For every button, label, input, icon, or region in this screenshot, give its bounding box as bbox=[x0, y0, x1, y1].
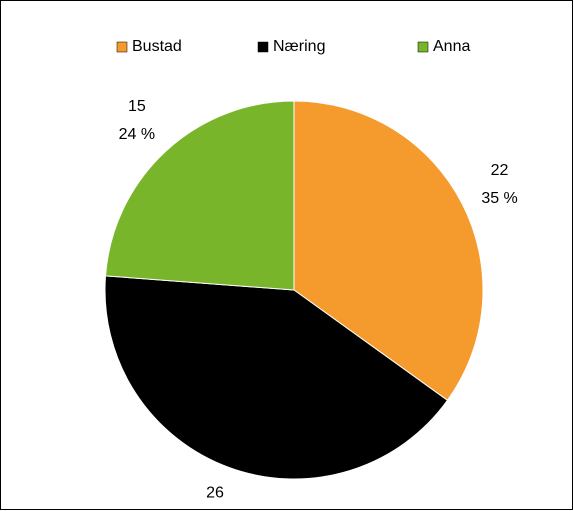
data-label: 26 bbox=[206, 484, 224, 501]
legend-swatch bbox=[257, 41, 269, 53]
legend-label: Næring bbox=[273, 38, 325, 55]
pie-slice bbox=[104, 275, 449, 480]
pie-slice bbox=[293, 100, 484, 402]
legend-swatch bbox=[417, 41, 429, 53]
legend-label: Anna bbox=[433, 38, 470, 55]
pie-slice bbox=[104, 100, 295, 291]
percent-label: 35 % bbox=[481, 190, 517, 207]
legend-swatch bbox=[116, 41, 128, 53]
legend-label: Bustad bbox=[132, 38, 182, 55]
data-label: 22 bbox=[491, 162, 509, 179]
data-label: 15 bbox=[128, 98, 146, 115]
percent-label: 24 % bbox=[119, 126, 155, 143]
